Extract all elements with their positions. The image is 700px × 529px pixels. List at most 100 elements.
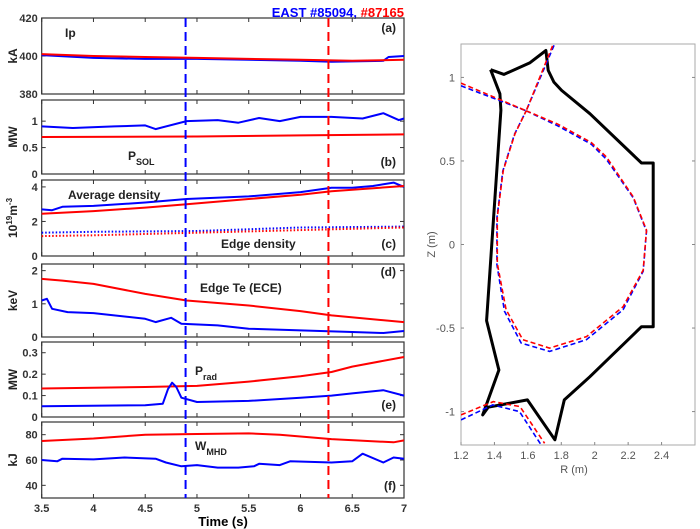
x-tick-label: 1.2 [453,450,468,462]
panel-a: 380 400 420 kA (a) Ip [6,13,405,101]
panel-annotation: WMHD [195,439,227,457]
series-line-shot-87165 [41,133,405,138]
annotation-text: Average density [68,188,161,202]
series-line-shot-87165-edge [41,226,405,238]
panel-frame [41,341,405,418]
y-tick-label: 1 [32,299,38,311]
x-tick-label: 3.5 [34,503,49,515]
panel-annotation: Edge Te (ECE) [200,281,282,295]
y-axis-label: Z (m) [426,231,438,257]
y-tick-label: 0.5 [22,143,37,155]
panel-label: (c) [381,237,396,251]
y-axis-label: MW [6,368,20,390]
y-tick-label: 0 [32,332,38,344]
title-shot-85094: EAST #85094, [272,5,357,20]
y-tick-label: 0 [32,412,38,424]
separatrix-leg-shot-85094 [461,404,542,445]
y-axis-label: MW [6,126,20,148]
series-line-shot-85094 [41,297,405,334]
x-tick-label: 1.4 [487,450,502,462]
series-line-shot-85094 [41,452,405,469]
y-label-exp: -3 [5,197,14,205]
figure-title: EAST #85094, #87165 [272,5,404,20]
annotation-text: Edge Te (ECE) [200,281,282,295]
series-line-shot-85094 [41,381,405,408]
x-tick-label: 2.2 [620,450,635,462]
y-tick-label: -0.5 [436,323,455,335]
y-tick-label: 0.1 [22,391,37,403]
y-tick-label: 2 [32,216,38,228]
x-tick-label: 5 [194,503,200,515]
y-tick-label: 2 [32,266,38,278]
annotation-text: P [128,149,136,163]
panel-annotation: Prad [195,364,217,382]
y-tick-label: 1 [449,72,455,84]
x-axis-label: Time (s) [198,514,248,529]
y-axis-label: 1019m-3 [5,197,20,238]
y-tick-label: 80 [25,430,37,442]
x-tick-label: 1.6 [520,450,535,462]
x-tick-label: 4 [90,503,97,515]
panel-label: (b) [381,155,396,169]
panel-label: (e) [381,398,396,412]
separatrix-shot-87165 [496,110,648,349]
panel-annotation: PSOL [128,149,155,167]
series-line-shot-87165 [41,277,405,324]
x-tick-label: 2.4 [654,450,669,462]
y-tick-label: 0.5 [440,156,455,168]
x-tick-label: 5.5 [241,503,256,515]
annotation-text: Ip [65,26,76,40]
y-tick-label: 1 [32,116,38,128]
title-shot-87165: #87165 [357,5,404,20]
panel-annotation: Average density [68,188,161,202]
panel-e: 0 0.1 0.2 0.3MW (e) Prad [6,341,405,424]
series-line-shot-87165 [41,53,405,62]
series-line-shot-87165 [41,185,405,215]
panel-f: 40 60 80 kJ (f) WMHD [6,421,405,499]
annotation-subscript: SOL [136,157,155,167]
y-axis-label: keV [6,290,20,311]
y-tick-label: -1 [445,407,455,419]
x-axis-label: R (m) [560,464,588,476]
y-tick-label: 0 [32,251,38,263]
panel-c: 0 2 4 1019m-3 (c) Average density Edge density [5,179,405,263]
annotation-subscript: MHD [206,447,227,457]
y-axis-label: kA [6,48,20,64]
series-line-shot-85094 [41,112,405,131]
y-tick-label: 60 [25,455,37,467]
y-tick-label: 0 [32,169,38,181]
x-tick-label: 2 [592,450,598,462]
series-line-shot-87165 [41,432,405,444]
panel-b: 0 0.5 1 MW (b) PSOL [6,99,405,181]
y-tick-label: 0.3 [22,348,37,360]
series-line-shot-87165 [41,356,405,390]
y-label-unit: m [6,205,20,216]
equilibrium-plot: 1.2 1.4 1.6 1.8 2 2.2 2.4 -1 -0.5 0 0.5 1 R (m) Z (m) [426,43,696,476]
first-wall-outline [481,49,655,442]
y-tick-label: 0.2 [22,369,37,381]
annotation-subscript: rad [203,372,217,382]
y-tick-label: 0 [449,240,455,252]
panel-annotation: Ip [65,26,76,40]
panel-label: (a) [381,21,396,35]
annotation-text: P [195,364,203,378]
y-tick-label: 400 [19,51,37,63]
x-tick-label: 6.5 [345,503,360,515]
panel-frame [41,179,405,257]
series-line-shot-85094 [41,181,405,212]
y-tick-label: 420 [19,13,37,25]
x-tick-label: 6 [297,503,303,515]
y-label-exp: 19 [5,215,14,224]
x-tick-label: 4.5 [138,503,153,515]
y-tick-label: 380 [19,89,37,101]
panel-d: 0 1 2 keV (d) Edge Te (ECE) [6,263,405,344]
panel-label: (d) [381,265,396,279]
series-line-shot-85094-edge [41,225,405,234]
x-tick-label: 7 [401,503,407,515]
y-tick-label: 40 [25,480,37,492]
panel-label: (f) [384,479,396,493]
time-traces: 380400420kA(a)Ip00.51MW(b)PSOL0241019m-3… [5,13,407,529]
y-tick-label: 4 [32,182,39,194]
x-tick-label: 1.8 [554,450,569,462]
